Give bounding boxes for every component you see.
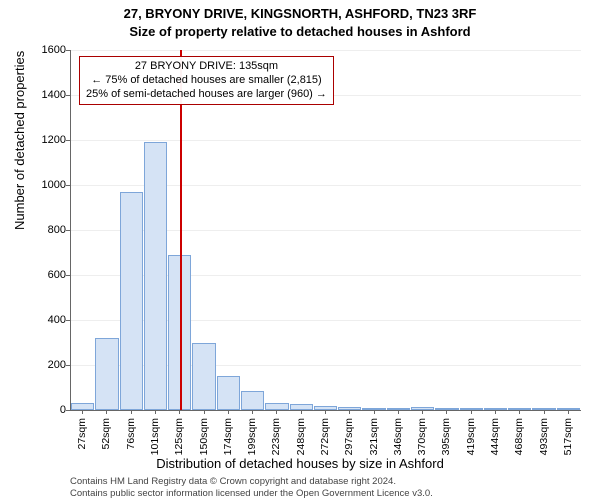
- x-tick-mark: [106, 410, 107, 414]
- histogram-bar: [387, 408, 410, 410]
- x-tick-mark: [349, 410, 350, 414]
- x-tick-mark: [325, 410, 326, 414]
- histogram-bar: [338, 407, 361, 410]
- histogram-bar: [435, 408, 458, 410]
- annotation-line: 25% of semi-detached houses are larger (…: [86, 88, 327, 102]
- histogram-bar: [290, 404, 313, 410]
- x-tick-label: 272sqm: [319, 418, 331, 455]
- x-tick-mark: [252, 410, 253, 414]
- histogram-bar: [508, 408, 531, 410]
- x-tick-label: 297sqm: [343, 418, 355, 455]
- x-tick-mark: [519, 410, 520, 414]
- chart-title-sub: Size of property relative to detached ho…: [0, 24, 600, 39]
- y-tick-label: 1600: [42, 44, 66, 56]
- x-tick-mark: [301, 410, 302, 414]
- x-tick-mark: [446, 410, 447, 414]
- x-tick-mark: [131, 410, 132, 414]
- histogram-bar: [217, 376, 240, 410]
- x-tick-label: 493sqm: [538, 418, 550, 455]
- footnote-line1: Contains HM Land Registry data © Crown c…: [70, 476, 396, 487]
- histogram-bar: [484, 408, 507, 410]
- x-tick-label: 76sqm: [125, 418, 137, 450]
- y-tick-label: 1400: [42, 89, 66, 101]
- histogram-bar: [192, 343, 215, 411]
- y-tick-label: 600: [48, 269, 66, 281]
- x-tick-mark: [374, 410, 375, 414]
- x-tick-label: 248sqm: [295, 418, 307, 455]
- gridline: [71, 50, 581, 51]
- x-tick-label: 468sqm: [513, 418, 525, 455]
- histogram-bar: [95, 338, 118, 410]
- footnote-line2: Contains public sector information licen…: [70, 488, 433, 499]
- y-tick-label: 1000: [42, 179, 66, 191]
- histogram-bar: [144, 142, 167, 410]
- histogram-bar: [71, 403, 94, 410]
- x-tick-mark: [422, 410, 423, 414]
- y-tick-label: 200: [48, 359, 66, 371]
- x-tick-mark: [204, 410, 205, 414]
- histogram-bar: [557, 408, 580, 410]
- x-tick-mark: [228, 410, 229, 414]
- histogram-bar: [532, 408, 555, 410]
- x-tick-label: 199sqm: [246, 418, 258, 455]
- histogram-bar: [314, 406, 337, 410]
- plot-area: 27 BRYONY DRIVE: 135sqm← 75% of detached…: [70, 50, 581, 411]
- x-tick-label: 101sqm: [149, 418, 161, 455]
- histogram-bar: [241, 391, 264, 410]
- y-tick-label: 400: [48, 314, 66, 326]
- x-tick-label: 223sqm: [270, 418, 282, 455]
- x-axis-label: Distribution of detached houses by size …: [0, 456, 600, 471]
- x-tick-label: 419sqm: [465, 418, 477, 455]
- x-tick-label: 52sqm: [100, 418, 112, 450]
- x-tick-mark: [155, 410, 156, 414]
- histogram-bar: [265, 403, 288, 410]
- annotation-line: 27 BRYONY DRIVE: 135sqm: [86, 60, 327, 74]
- x-tick-mark: [495, 410, 496, 414]
- annotation-box: 27 BRYONY DRIVE: 135sqm← 75% of detached…: [79, 56, 334, 105]
- chart-title-main: 27, BRYONY DRIVE, KINGSNORTH, ASHFORD, T…: [0, 6, 600, 21]
- x-tick-label: 395sqm: [440, 418, 452, 455]
- y-tick-label: 1200: [42, 134, 66, 146]
- x-tick-label: 517sqm: [562, 418, 574, 455]
- x-tick-mark: [544, 410, 545, 414]
- histogram-bar: [411, 407, 434, 410]
- y-axis-label: Number of detached properties: [12, 51, 27, 230]
- x-tick-mark: [82, 410, 83, 414]
- x-tick-label: 444sqm: [489, 418, 501, 455]
- x-tick-mark: [276, 410, 277, 414]
- x-tick-label: 150sqm: [198, 418, 210, 455]
- x-tick-label: 125sqm: [173, 418, 185, 455]
- x-tick-label: 346sqm: [392, 418, 404, 455]
- annotation-line: ← 75% of detached houses are smaller (2,…: [86, 74, 327, 88]
- histogram-bar: [120, 192, 143, 410]
- x-tick-label: 321sqm: [368, 418, 380, 455]
- histogram-bar: [362, 408, 385, 410]
- x-tick-label: 174sqm: [222, 418, 234, 455]
- x-tick-mark: [398, 410, 399, 414]
- x-tick-mark: [471, 410, 472, 414]
- x-tick-mark: [568, 410, 569, 414]
- x-tick-label: 370sqm: [416, 418, 428, 455]
- x-tick-label: 27sqm: [76, 418, 88, 450]
- gridline: [71, 140, 581, 141]
- histogram-bar: [460, 408, 483, 410]
- x-tick-mark: [179, 410, 180, 414]
- y-tick-label: 800: [48, 224, 66, 236]
